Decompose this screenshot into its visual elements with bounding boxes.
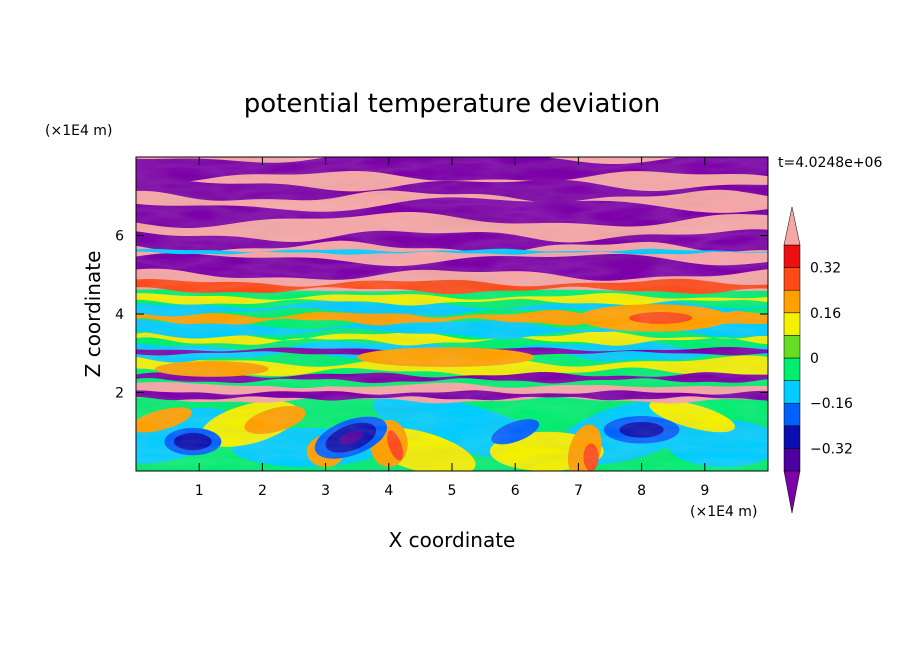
colorbar-extend-top (783, 206, 801, 246)
colorbar-segment-4 (783, 357, 801, 381)
x-tick-label-0: 1 (195, 483, 204, 499)
y-axis-title: Z coordinate (81, 251, 105, 378)
x-tick-label-3: 4 (384, 483, 393, 499)
colorbar-segment-3 (783, 380, 801, 404)
colorbar-segment-0 (783, 448, 801, 472)
x-tick-label-8: 9 (700, 483, 709, 499)
x-tick-label-4: 5 (448, 483, 457, 499)
y-tick-label-0: 2 (115, 386, 124, 402)
x-unit-label: (×1E4 m) (690, 504, 757, 520)
time-label: t=4.0248e+06 (778, 155, 882, 171)
colorbar-label-3: 0.16 (810, 306, 841, 322)
y-tick-label-1: 4 (115, 307, 124, 323)
x-tick-label-7: 8 (637, 483, 646, 499)
colorbar-segment-6 (783, 312, 801, 336)
colorbar: −0.32 −0.16 0 0.16 0.32 (783, 206, 853, 514)
field-texture (136, 157, 768, 471)
colorbar-segment-5 (783, 335, 801, 359)
colorbar-segment-8 (783, 267, 801, 291)
colorbar-segment-1 (783, 425, 801, 449)
x-tick-label-2: 3 (321, 483, 330, 499)
colorbar-label-0: −0.32 (810, 441, 853, 457)
x-tick-label-6: 7 (574, 483, 583, 499)
y-unit-label: (×1E4 m) (45, 123, 112, 139)
colorbar-segment-7 (783, 289, 801, 314)
colorbar-segment-9 (783, 244, 801, 268)
chart-title: potential temperature deviation (244, 89, 660, 119)
x-axis: 1 2 3 4 5 6 7 8 9 (195, 157, 709, 499)
y-axis: 2 4 6 (115, 229, 768, 402)
x-tick-label-1: 2 (258, 483, 267, 499)
colorbar-label-1: −0.16 (810, 396, 853, 412)
y-tick-label-2: 6 (115, 229, 124, 245)
colorbar-extend-bottom (783, 470, 801, 514)
x-tick-label-5: 6 (511, 483, 520, 499)
field-heatmap (136, 157, 768, 471)
x-axis-title: X coordinate (389, 528, 516, 552)
colorbar-label-2: 0 (810, 351, 819, 367)
colorbar-segment-2 (783, 402, 801, 427)
colorbar-label-4: 0.32 (810, 261, 841, 277)
